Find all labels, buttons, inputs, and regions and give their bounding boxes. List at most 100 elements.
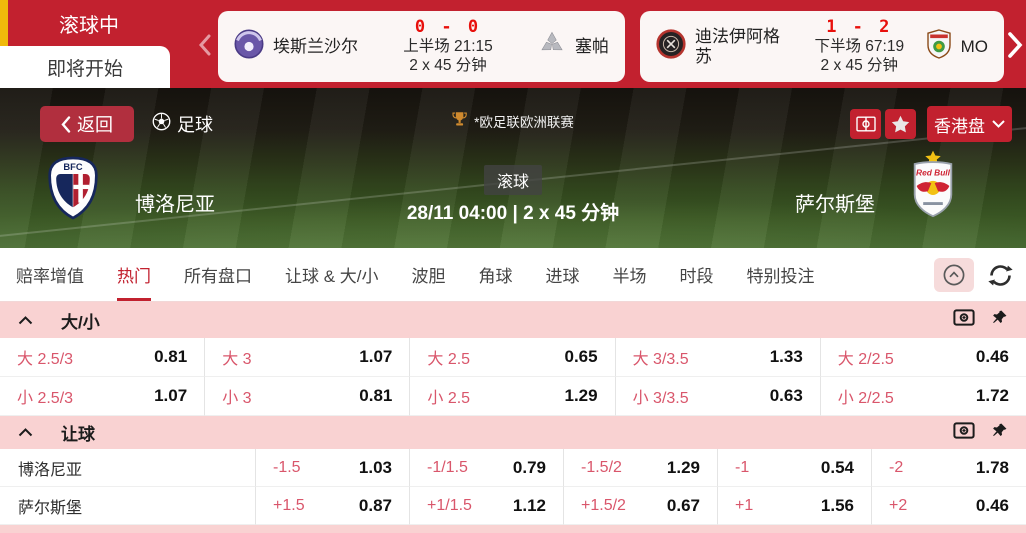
tab-half[interactable]: 半场	[612, 267, 647, 286]
over-under-odds-grid: 大 2.5/3 0.81 大 3 1.07 大 2.5 0.65 大 3/3.5 1.3…	[0, 338, 1026, 416]
tab-live[interactable]: 滚球中	[59, 14, 119, 37]
tab-correct-score[interactable]: 波胆	[411, 267, 446, 286]
odds-value: 1.33	[769, 347, 803, 366]
match-hero: 返回 足球 *欧足联欧洲联赛 香港盘 BFC	[0, 88, 1026, 248]
odds-cell[interactable]: 大 3/3.5 1.33	[615, 338, 821, 377]
odds-cell[interactable]: 大 2.5 0.65	[410, 338, 616, 377]
next-section-header-partial	[0, 525, 1026, 533]
market-tab-bar: 赔率增值 热门 所有盘口 让球 & 大/小 波胆 角球 进球 半场 时段 特别投…	[0, 248, 1026, 302]
chevron-left-icon	[61, 115, 71, 133]
odds-label: +1	[735, 496, 754, 514]
odds-value: 1.56	[820, 495, 854, 515]
league-title: *欧足联欧洲联赛	[452, 110, 574, 131]
svg-text:BFC: BFC	[63, 162, 82, 172]
match-status: 0 - 0 上半场 21:15 2 x 45 分钟	[403, 18, 493, 75]
svg-text:Red Bull: Red Bull	[916, 168, 951, 178]
odds-label: 大 2/2.5	[837, 351, 894, 368]
score: 0 - 0	[414, 17, 482, 37]
odds-value: 0.65	[564, 347, 598, 366]
refresh-button[interactable]	[986, 261, 1014, 289]
back-button[interactable]: 返回	[40, 106, 134, 142]
collapse-all-button[interactable]	[934, 258, 974, 292]
odds-cell[interactable]: 小 3 0.81	[205, 377, 411, 416]
odds-label: +1/1.5	[427, 496, 472, 514]
section-header-handicap[interactable]: 让球	[0, 416, 1026, 449]
tab-all-markets[interactable]: 所有盘口	[184, 267, 252, 286]
odds-value: 1.78	[975, 457, 1009, 477]
tab-odds-boost[interactable]: 赔率增值	[16, 267, 84, 286]
favorite-button[interactable]	[885, 109, 916, 139]
market-type-label: 香港盘	[934, 116, 985, 136]
odds-cell[interactable]: -1.5/2 1.29	[564, 449, 718, 487]
chevron-up-icon[interactable]	[18, 315, 33, 325]
odds-label: +1.5/2	[581, 496, 626, 514]
away-team-logo-icon	[538, 30, 566, 63]
away-team-name: MO	[960, 36, 988, 56]
sport-breadcrumb[interactable]: 足球	[152, 106, 213, 142]
odds-label: 大 3/3.5	[632, 351, 689, 368]
odds-label: 小 2/2.5	[837, 390, 894, 407]
odds-cell[interactable]: +1.5/2 0.67	[564, 487, 718, 525]
odds-label: 大 2.5	[427, 351, 471, 368]
odds-cell[interactable]: +2 0.46	[872, 487, 1026, 525]
odds-cell[interactable]: 大 3 1.07	[205, 338, 411, 377]
top-bar: 滚球中 即将开始 埃斯兰沙尔 0 - 0 上半场 21:15 2 x 45 分钟	[0, 0, 1026, 88]
odds-value: 1.29	[666, 457, 700, 477]
live-match-card[interactable]: 埃斯兰沙尔 0 - 0 上半场 21:15 2 x 45 分钟 塞帕	[218, 11, 625, 82]
odds-value: 0.81	[154, 347, 188, 366]
tab-goals[interactable]: 进球	[545, 267, 580, 286]
pitch-view-button[interactable]	[850, 109, 881, 139]
live-match-card[interactable]: 迪法伊阿格苏 1 - 2 下半场 67:19 2 x 45 分钟 MO	[640, 11, 1004, 82]
odds-cell[interactable]: +1 1.56	[718, 487, 872, 525]
odds-cell[interactable]: -1 0.54	[718, 449, 872, 487]
odds-cell[interactable]: +1/1.5 1.12	[410, 487, 564, 525]
odds-board-icon[interactable]	[953, 421, 975, 444]
odds-cell[interactable]: +1.5 0.87	[256, 487, 410, 525]
away-team: 塞帕	[538, 30, 609, 63]
chevron-right-icon[interactable]	[1006, 32, 1024, 58]
tab-handicap-ou[interactable]: 让球 & 大/小	[285, 267, 379, 286]
odds-label: -2	[889, 458, 904, 476]
pin-icon[interactable]	[991, 422, 1008, 444]
chevron-left-icon[interactable]	[196, 32, 214, 58]
odds-cell[interactable]: 大 2.5/3 0.81	[0, 338, 206, 377]
home-team: 埃斯兰沙尔	[234, 29, 358, 64]
odds-cell[interactable]: -1/1.5 0.79	[410, 449, 564, 487]
odds-value: 0.46	[975, 347, 1009, 366]
section-header-over-under[interactable]: 大/小	[0, 302, 1026, 338]
away-team: MO	[926, 29, 988, 64]
market-type-selector[interactable]: 香港盘	[927, 106, 1012, 142]
odds-cell[interactable]: -1.5 1.03	[256, 449, 410, 487]
odds-cell[interactable]: -2 1.78	[872, 449, 1026, 487]
pin-icon[interactable]	[991, 309, 1008, 331]
home-team-logo-icon	[656, 29, 686, 64]
odds-cell[interactable]: 小 3/3.5 0.63	[615, 377, 821, 416]
tab-corners[interactable]: 角球	[478, 267, 513, 286]
score: 1 - 2	[826, 17, 893, 37]
chevron-up-icon[interactable]	[18, 428, 33, 437]
odds-cell[interactable]: 小 2.5 1.29	[410, 377, 616, 416]
odds-cell[interactable]: 小 2.5/3 1.07	[0, 377, 206, 416]
accent-strip	[0, 0, 8, 46]
section-title: 让球	[61, 425, 95, 444]
odds-label: 大 3	[222, 351, 252, 368]
odds-label: -1.5	[273, 458, 301, 476]
section-title: 大/小	[61, 312, 100, 332]
tab-hot[interactable]: 热门	[117, 248, 151, 301]
tab-intervals[interactable]: 时段	[679, 267, 714, 286]
tab-specials[interactable]: 特别投注	[746, 267, 815, 286]
tab-upcoming[interactable]: 即将开始	[0, 46, 170, 88]
handicap-team-name: 博洛尼亚	[0, 449, 256, 487]
handicap-team-name: 萨尔斯堡	[0, 487, 256, 525]
league-label: *欧足联欧洲联赛	[474, 114, 574, 130]
period-clock: 下半场 67:19	[814, 38, 905, 55]
home-team-crest-icon: BFC	[46, 156, 100, 225]
odds-board-icon[interactable]	[953, 309, 975, 331]
chevron-down-icon	[992, 120, 1005, 128]
period-clock: 上半场 21:15	[403, 38, 493, 55]
soccer-ball-icon	[152, 112, 171, 136]
odds-cell[interactable]: 大 2/2.5 0.46	[820, 338, 1026, 377]
away-team-name: 塞帕	[574, 36, 609, 56]
odds-cell[interactable]: 小 2/2.5 1.72	[820, 377, 1026, 416]
